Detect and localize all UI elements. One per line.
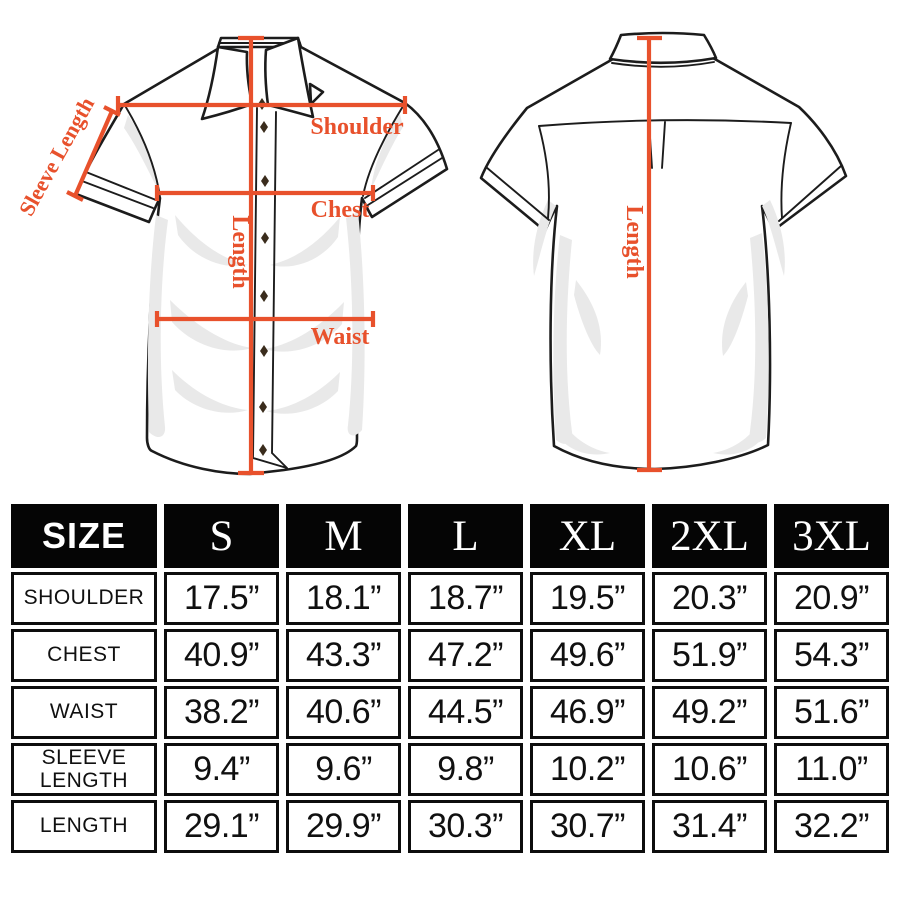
waist-measure-line	[154, 311, 376, 327]
size-header-2xl: 2XL	[652, 504, 767, 568]
front-collar-right-leaf	[264, 36, 315, 119]
back-right-armhole-seam	[780, 122, 792, 219]
size-value-cell: 18.1”	[286, 572, 401, 625]
table-row-shoulder: SHOULDER 17.5” 18.1” 18.7” 19.5” 20.3” 2…	[11, 572, 889, 625]
size-value-cell: 40.9”	[164, 629, 279, 682]
front-collar-fold	[308, 82, 325, 106]
shoulder-measure-line	[115, 96, 408, 114]
back-left-armhole-seam	[538, 125, 550, 219]
sleeve-length-measure-line	[66, 105, 121, 202]
size-header-m: M	[286, 504, 401, 568]
table-row-length: LENGTH 29.1” 29.9” 30.3” 30.7” 31.4” 32.…	[11, 800, 889, 853]
size-value-cell: 17.5”	[164, 572, 279, 625]
front-shirt-drawing: Shoulder Chest Waist Length Sleeve Lengt…	[14, 35, 449, 476]
front-collar-left-leaf	[200, 45, 254, 121]
size-value-cell: 11.0”	[774, 743, 889, 796]
size-value-cell: 9.6”	[286, 743, 401, 796]
chest-measure-line	[154, 185, 376, 201]
size-value-cell: 54.3”	[774, 629, 889, 682]
front-left-cuff-band	[81, 171, 157, 209]
size-value-cell: 32.2”	[774, 800, 889, 853]
size-header-3xl: 3XL	[774, 504, 889, 568]
chest-label: Chest	[311, 197, 370, 223]
size-value-cell: 43.3”	[286, 629, 401, 682]
front-right-cuff-band	[364, 149, 443, 206]
size-table: SIZE S M L XL 2XL 3XL SHOULDER 17.5” 18.…	[4, 500, 896, 857]
shirt-measurement-diagram: Shoulder Chest Waist Length Sleeve Lengt…	[14, 31, 848, 476]
size-header-s: S	[164, 504, 279, 568]
size-value-cell: 20.9”	[774, 572, 889, 625]
table-row-chest: CHEST 40.9” 43.3” 47.2” 49.6” 51.9” 54.3…	[11, 629, 889, 682]
size-value-cell: 20.3”	[652, 572, 767, 625]
size-value-cell: 49.6”	[530, 629, 645, 682]
back-yoke-seam	[538, 119, 792, 127]
row-label-waist: WAIST	[11, 686, 157, 739]
back-collar	[608, 31, 718, 65]
size-value-cell: 10.2”	[530, 743, 645, 796]
back-right-cuff-band	[778, 165, 842, 222]
size-value-cell: 31.4”	[652, 800, 767, 853]
row-label-length: LENGTH	[11, 800, 157, 853]
back-measurements: Length	[621, 35, 662, 473]
length-measure-line-back	[637, 35, 662, 473]
length-label-back: Length	[621, 205, 647, 278]
waist-label: Waist	[311, 324, 370, 350]
size-column-header: SIZE	[11, 504, 157, 568]
button-placket	[252, 107, 288, 469]
sleeve-length-label: Sleeve Length	[14, 93, 100, 220]
row-label-chest: CHEST	[11, 629, 157, 682]
size-table-header-row: SIZE S M L XL 2XL 3XL	[11, 504, 889, 568]
length-measure-line-front	[238, 35, 264, 476]
size-value-cell: 9.4”	[164, 743, 279, 796]
size-value-cell: 51.6”	[774, 686, 889, 739]
size-value-cell: 38.2”	[164, 686, 279, 739]
size-value-cell: 47.2”	[408, 629, 523, 682]
back-shirt-drawing: Length	[479, 31, 848, 473]
back-left-cuff-band	[485, 166, 550, 221]
row-label-sleeve-length: SLEEVE LENGTH	[11, 743, 157, 796]
size-value-cell: 46.9”	[530, 686, 645, 739]
front-right-armhole-seam	[362, 102, 406, 197]
table-row-waist: WAIST 38.2” 40.6” 44.5” 46.9” 49.2” 51.6…	[11, 686, 889, 739]
size-value-cell: 10.6”	[652, 743, 767, 796]
row-label-shoulder: SHOULDER	[11, 572, 157, 625]
size-value-cell: 30.7”	[530, 800, 645, 853]
size-value-cell: 30.3”	[408, 800, 523, 853]
table-row-sleeve-length: SLEEVE LENGTH 9.4” 9.6” 9.8” 10.2” 10.6”…	[11, 743, 889, 796]
size-value-cell: 9.8”	[408, 743, 523, 796]
size-value-cell: 19.5”	[530, 572, 645, 625]
size-header-l: L	[408, 504, 523, 568]
shoulder-label: Shoulder	[310, 114, 404, 140]
size-value-cell: 29.9”	[286, 800, 401, 853]
size-value-cell: 51.9”	[652, 629, 767, 682]
front-buttons	[258, 98, 269, 456]
size-value-cell: 49.2”	[652, 686, 767, 739]
size-header-xl: XL	[530, 504, 645, 568]
size-value-cell: 44.5”	[408, 686, 523, 739]
size-value-cell: 40.6”	[286, 686, 401, 739]
length-label-front: Length	[227, 215, 253, 288]
size-value-cell: 18.7”	[408, 572, 523, 625]
size-value-cell: 29.1”	[164, 800, 279, 853]
